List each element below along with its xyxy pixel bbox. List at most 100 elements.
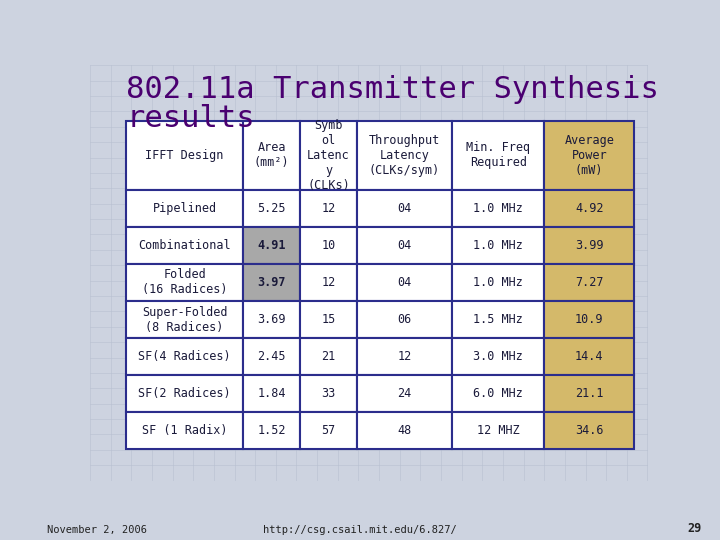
Text: 1.0 MHz: 1.0 MHz [473,201,523,215]
Bar [452,301,544,338]
Bar [452,264,544,301]
Text: 1.84: 1.84 [257,387,286,400]
Text: 21.1: 21.1 [575,387,603,400]
Text: 3.0 MHz: 3.0 MHz [473,350,523,363]
Text: SF(4 Radices): SF(4 Radices) [138,350,231,363]
Bar [544,121,634,190]
Text: 12: 12 [397,350,412,363]
Bar [243,121,300,190]
Bar [452,190,544,227]
Text: Super-Folded
(8 Radices): Super-Folded (8 Radices) [142,306,228,334]
Bar [544,301,634,338]
Bar [126,190,243,227]
Text: results: results [126,104,255,133]
Text: IFFT Design: IFFT Design [145,148,224,162]
Text: Min. Freq
Required: Min. Freq Required [467,141,531,169]
Text: 21: 21 [321,350,336,363]
Bar [300,227,357,264]
Text: 1.52: 1.52 [257,424,286,437]
Bar [452,121,544,190]
Text: Symb
ol
Latenc
y
(CLKs): Symb ol Latenc y (CLKs) [307,119,350,192]
Bar [126,264,243,301]
Bar [243,227,300,264]
Bar [452,338,544,375]
Bar [243,264,300,301]
Bar [357,227,452,264]
Text: 06: 06 [397,313,412,326]
Text: Pipelined: Pipelined [153,201,217,215]
Text: 10: 10 [321,239,336,252]
Text: Average
Power
(mW): Average Power (mW) [564,134,614,177]
Text: 12: 12 [321,201,336,215]
Text: 3.99: 3.99 [575,239,603,252]
Bar [126,338,243,375]
Bar [300,375,357,413]
Text: 04: 04 [397,239,412,252]
Bar [544,413,634,449]
Bar [126,121,243,190]
Bar [357,121,452,190]
Bar [357,301,452,338]
Text: 4.92: 4.92 [575,201,603,215]
Text: 12: 12 [321,276,336,289]
Text: 48: 48 [397,424,412,437]
Bar [544,227,634,264]
Bar [300,338,357,375]
Bar [357,190,452,227]
Text: 12 MHZ: 12 MHZ [477,424,520,437]
Bar [126,413,243,449]
Text: 802.11a Transmitter Synthesis: 802.11a Transmitter Synthesis [126,75,659,104]
Bar [243,413,300,449]
Bar [126,375,243,413]
Text: 04: 04 [397,201,412,215]
Bar [544,338,634,375]
Bar [300,190,357,227]
Bar [243,301,300,338]
Text: 1.5 MHz: 1.5 MHz [473,313,523,326]
Text: 7.27: 7.27 [575,276,603,289]
Text: 04: 04 [397,276,412,289]
Text: 34.6: 34.6 [575,424,603,437]
Text: 15: 15 [321,313,336,326]
Bar [452,413,544,449]
Bar [300,301,357,338]
Text: 1.0 MHz: 1.0 MHz [473,276,523,289]
Text: SF (1 Radix): SF (1 Radix) [142,424,228,437]
Bar [544,264,634,301]
Text: 14.4: 14.4 [575,350,603,363]
Text: 6.0 MHz: 6.0 MHz [473,387,523,400]
Bar [300,121,357,190]
Text: SF(2 Radices): SF(2 Radices) [138,387,231,400]
Bar [300,264,357,301]
Bar [452,375,544,413]
Text: Throughput
Latency
(CLKs/sym): Throughput Latency (CLKs/sym) [369,134,440,177]
Text: Combinational: Combinational [138,239,231,252]
Bar [126,227,243,264]
Bar [544,375,634,413]
Text: 1.0 MHz: 1.0 MHz [473,239,523,252]
Text: 4.91: 4.91 [257,239,286,252]
Text: November 2, 2006: November 2, 2006 [47,524,147,535]
Text: 24: 24 [397,387,412,400]
Bar [126,301,243,338]
Bar [452,227,544,264]
Text: 33: 33 [321,387,336,400]
Bar [243,190,300,227]
Bar [357,413,452,449]
Bar [357,375,452,413]
Bar [544,190,634,227]
Text: 3.69: 3.69 [257,313,286,326]
Text: 3.97: 3.97 [257,276,286,289]
Bar [357,338,452,375]
Bar [243,375,300,413]
Bar [243,338,300,375]
Text: 57: 57 [321,424,336,437]
Text: Area
(mm²): Area (mm²) [253,141,289,169]
Text: Folded
(16 Radices): Folded (16 Radices) [142,268,228,296]
Text: 2.45: 2.45 [257,350,286,363]
Text: 5.25: 5.25 [257,201,286,215]
Text: 29: 29 [688,522,702,535]
Text: 10.9: 10.9 [575,313,603,326]
Bar [300,413,357,449]
Bar [357,264,452,301]
